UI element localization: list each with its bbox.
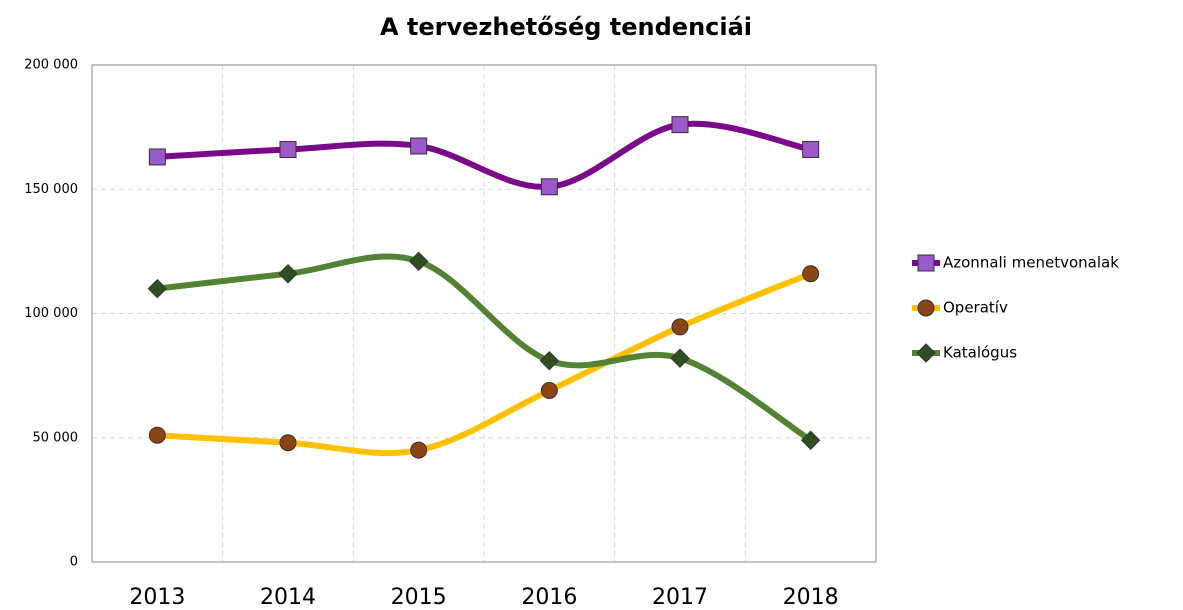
x-tick-label: 2013 — [129, 585, 185, 610]
y-tick-label: 200 000 — [24, 58, 78, 73]
marker — [800, 430, 821, 450]
marker — [148, 148, 166, 166]
y-tick-label: 50 000 — [33, 430, 79, 445]
x-tick-label: 2018 — [783, 585, 839, 610]
marker — [540, 382, 558, 400]
plot-border — [91, 64, 877, 563]
y-tick-label: 100 000 — [24, 306, 78, 321]
x-tick-label: 2017 — [652, 585, 708, 610]
marker — [539, 351, 560, 371]
x-tick-label: 2015 — [391, 585, 447, 610]
x-tick-label: 2014 — [260, 585, 316, 610]
marker — [410, 137, 428, 155]
marker — [408, 251, 429, 272]
marker — [540, 178, 558, 196]
marker — [917, 254, 935, 272]
legend-label: Operatív — [943, 299, 1008, 317]
marker — [147, 278, 168, 299]
marker — [279, 140, 297, 158]
legend-label: Katalógus — [943, 344, 1017, 362]
y-tick-label: 0 — [70, 555, 78, 570]
marker — [671, 116, 689, 134]
legend-label: Azonnali menetvonalak — [943, 254, 1119, 272]
marker — [802, 265, 820, 283]
x-tick-label: 2016 — [521, 585, 577, 610]
series-line — [154, 270, 814, 457]
marker — [148, 426, 166, 444]
marker — [671, 318, 689, 336]
marker — [802, 140, 820, 158]
marker — [410, 441, 428, 459]
series-line — [154, 120, 814, 190]
marker — [917, 299, 935, 317]
y-tick-label: 150 000 — [24, 182, 78, 197]
marker — [278, 264, 298, 284]
marker — [279, 434, 297, 452]
marker — [916, 343, 936, 363]
marker — [670, 348, 690, 368]
chart-title: A tervezhetőség tendenciái — [380, 13, 752, 41]
